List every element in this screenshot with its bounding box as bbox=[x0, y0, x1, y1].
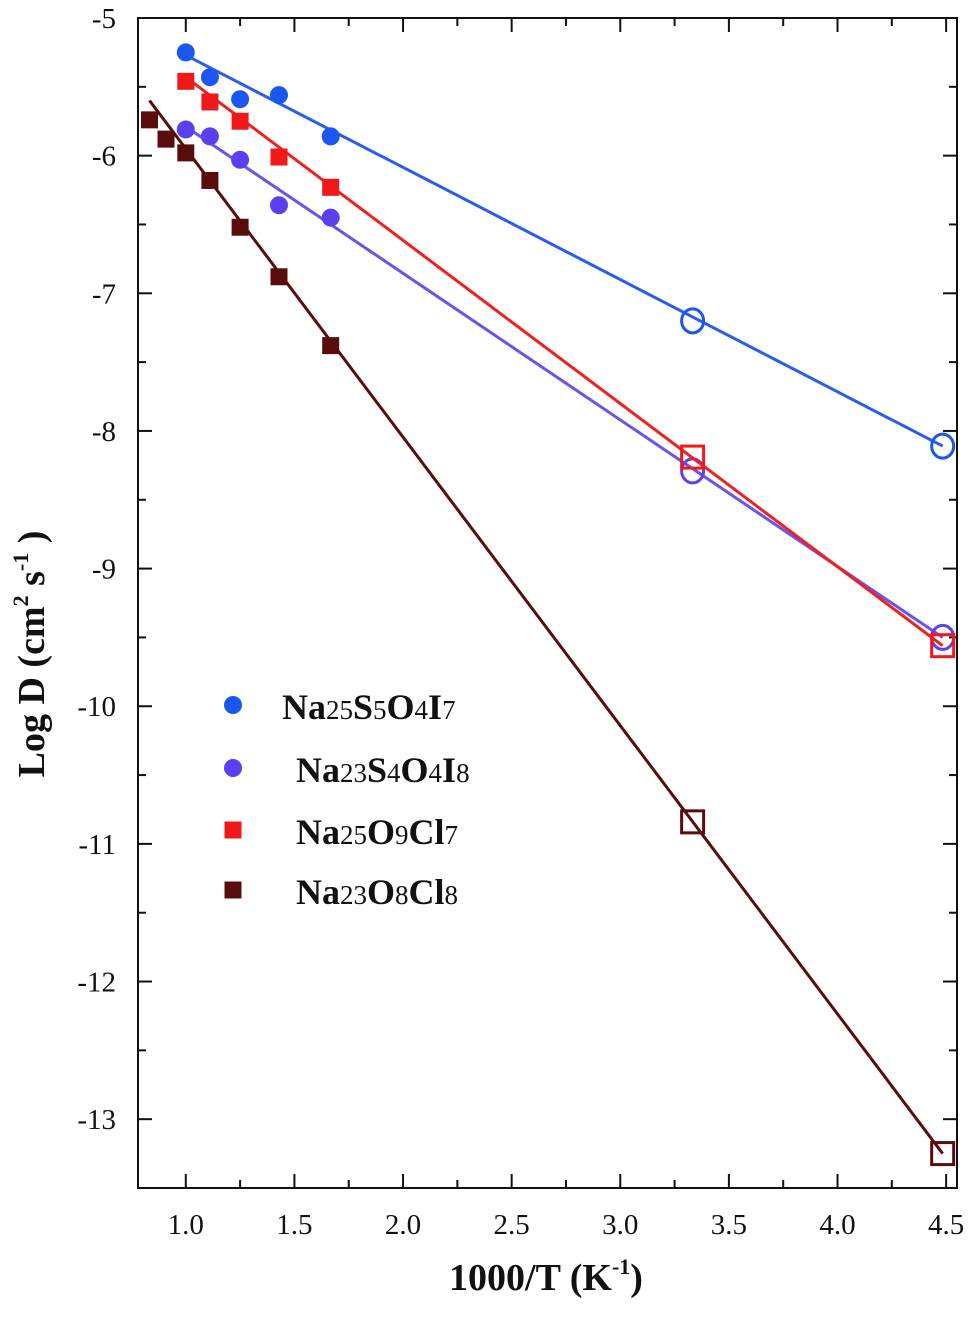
series-3 bbox=[141, 99, 956, 1167]
y-axis-title: Log D (cm2 s-1 ) bbox=[8, 531, 53, 778]
series-2 bbox=[177, 72, 956, 659]
x-tick-label: 2.0 bbox=[385, 1209, 421, 1241]
extrapolated-point bbox=[930, 1141, 956, 1167]
y-tick-label: -12 bbox=[77, 967, 116, 999]
y-tick-label: -5 bbox=[92, 3, 116, 35]
data-point bbox=[201, 93, 219, 111]
legend-label: Na25O9Cl7 bbox=[296, 812, 458, 852]
x-tick-label: 1.0 bbox=[168, 1209, 204, 1241]
legend-label: Na25S5O4I7 bbox=[282, 687, 456, 727]
data-point bbox=[177, 72, 195, 90]
data-point bbox=[176, 120, 195, 139]
data-point bbox=[200, 68, 219, 87]
data-point bbox=[200, 127, 219, 146]
series-layer bbox=[141, 43, 956, 1167]
data-point bbox=[322, 337, 340, 355]
data-point bbox=[177, 144, 195, 162]
data-point bbox=[231, 90, 250, 109]
x-tick-label: 3.0 bbox=[602, 1209, 638, 1241]
fit-line bbox=[185, 53, 944, 448]
legend-label: Na23O8Cl8 bbox=[296, 872, 458, 912]
legend-marker bbox=[224, 881, 242, 899]
data-point bbox=[176, 43, 195, 62]
legend-marker bbox=[224, 696, 242, 714]
x-tick-label: 1.5 bbox=[276, 1209, 312, 1241]
legend: Na25S5O4I7 Na23S4O4I8 Na25O9Cl7 Na23O8Cl8 bbox=[224, 687, 470, 912]
fit-line bbox=[148, 99, 944, 1155]
data-point bbox=[269, 86, 288, 105]
data-point bbox=[157, 130, 175, 148]
extrapolated-point bbox=[930, 623, 956, 651]
extrapolated-point bbox=[930, 633, 956, 659]
data-point bbox=[231, 218, 249, 236]
y-tick-label: -9 bbox=[92, 554, 116, 586]
y-tick-label: -6 bbox=[92, 141, 116, 173]
extrapolated-point bbox=[680, 444, 706, 470]
fit-line bbox=[184, 75, 944, 647]
data-point bbox=[321, 127, 340, 146]
data-point bbox=[231, 112, 249, 130]
data-point bbox=[269, 196, 288, 215]
y-tick-label: -10 bbox=[77, 691, 116, 723]
x-tick-label: 4.0 bbox=[819, 1209, 855, 1241]
series-1 bbox=[176, 120, 956, 651]
plot-axes bbox=[137, 17, 958, 1189]
plot-frame bbox=[137, 17, 958, 1189]
y-tick-label: -7 bbox=[92, 278, 116, 310]
x-tick-label: 2.5 bbox=[494, 1209, 530, 1241]
data-point bbox=[201, 171, 219, 189]
data-point bbox=[321, 208, 340, 227]
data-point bbox=[231, 150, 250, 169]
data-point bbox=[141, 111, 159, 129]
data-point bbox=[322, 178, 340, 196]
legend-label: Na23S4O4I8 bbox=[296, 750, 470, 790]
extrapolated-point bbox=[680, 809, 706, 835]
axis-ticks: 1.0 1.5 2.0 2.5 3.0 3.5 4.0 4.5 -5 -6 -7 -8 -9 -10 -11… bbox=[77, 3, 964, 1241]
axis-titles: 1000/T (K-1) Log D (cm2 s-1 ) bbox=[8, 531, 643, 1299]
x-tick-label: 3.5 bbox=[711, 1209, 747, 1241]
data-point bbox=[270, 148, 288, 166]
series-0 bbox=[176, 43, 956, 460]
y-tick-label: -8 bbox=[92, 416, 116, 448]
data-point bbox=[270, 268, 288, 286]
y-tick-label: -13 bbox=[77, 1104, 116, 1136]
extrapolated-point bbox=[930, 432, 956, 460]
legend-marker bbox=[224, 759, 242, 777]
legend-marker bbox=[224, 821, 242, 839]
y-tick-label: -11 bbox=[78, 829, 116, 861]
x-tick-label: 4.5 bbox=[928, 1209, 964, 1241]
extrapolated-point bbox=[680, 307, 706, 335]
x-axis-title: 1000/T (K-1) bbox=[449, 1254, 643, 1299]
